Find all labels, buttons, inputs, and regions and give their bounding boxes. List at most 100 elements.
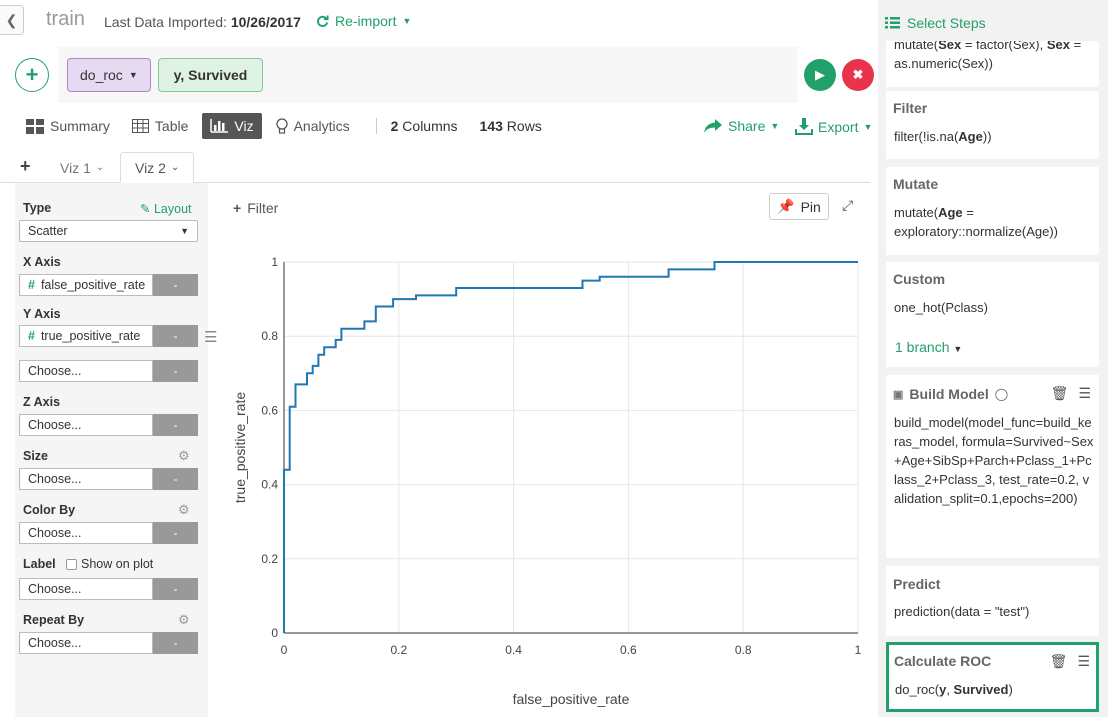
label-label: Label xyxy=(23,557,56,571)
step-card-filter[interactable]: Filter filter(!is.na(Age)) xyxy=(886,91,1099,159)
share-button[interactable]: Share ▼ xyxy=(703,118,779,134)
y-axis-field[interactable]: # true_positive_rate - xyxy=(19,325,198,347)
last-imported: Last Data Imported: 10/26/2017 xyxy=(104,14,301,30)
color-by-options-button[interactable]: - xyxy=(153,522,198,544)
step-card-calculate-roc[interactable]: Calculate ROC 🗑 ☰ do_roc(y, Survived) xyxy=(886,642,1099,712)
add-viz-button[interactable]: + xyxy=(20,156,31,177)
x-axis-field[interactable]: # false_positive_rate - xyxy=(19,274,198,296)
chevron-down-icon: ⌄ xyxy=(170,162,180,173)
back-button[interactable]: ❮ xyxy=(0,5,24,35)
color-by-field[interactable]: Choose... - xyxy=(19,522,198,544)
repeat-by-label: Repeat By xyxy=(23,613,85,627)
run-button[interactable]: ▶ xyxy=(804,59,836,91)
step-title: Mutate xyxy=(893,176,939,192)
menu-icon[interactable]: ☰ xyxy=(1077,653,1090,669)
y-axis-options-button[interactable]: - xyxy=(153,325,198,347)
tab-summary[interactable]: Summary xyxy=(18,113,118,139)
pin-button[interactable]: 📌 Pin xyxy=(769,193,829,220)
comment-icon[interactable]: ◯ xyxy=(994,387,1009,401)
x-axis-label: X Axis xyxy=(23,255,61,269)
branch-button[interactable]: 1 branch ▼ xyxy=(895,339,963,355)
trash-icon[interactable]: 🗑 xyxy=(1050,385,1069,401)
viz-tab-bar xyxy=(0,150,870,183)
rows-count: 143 Rows xyxy=(479,118,542,134)
checkbox[interactable] xyxy=(66,558,77,570)
plus-icon: + xyxy=(233,200,242,216)
viz-settings-panel xyxy=(15,183,208,717)
repeat-by-field[interactable]: Choose... - xyxy=(19,632,198,654)
expand-icon[interactable]: ⤢ xyxy=(842,197,854,213)
tab-viz-1[interactable]: Viz 1 ⌄ xyxy=(60,159,105,176)
tab-viz-2[interactable]: Viz 2 ⌄ xyxy=(120,152,195,183)
lightbulb-icon xyxy=(275,118,288,134)
step-card-mutate-sex[interactable]: mutate(Sex = factor(Sex), Sex = as.numer… xyxy=(886,41,1099,87)
step-actions: 🗑 ☰ xyxy=(1050,653,1090,670)
tab-viz[interactable]: Viz xyxy=(202,113,262,139)
imported-date: 10/26/2017 xyxy=(230,14,301,30)
step-card-build-model[interactable]: ▣ Build Model ◯ 🗑 ☰ build_model(model_fu… xyxy=(886,375,1099,558)
y-tick-label: 0.8 xyxy=(261,329,278,343)
download-icon xyxy=(795,118,813,135)
close-icon: ✖ xyxy=(852,67,864,82)
layout-button[interactable]: ✎ Layout xyxy=(140,202,192,216)
step-card-mutate-age[interactable]: Mutate mutate(Age = exploratory::normali… xyxy=(886,167,1099,255)
caret-down-icon: ▼ xyxy=(402,16,412,26)
trash-icon[interactable]: 🗑 xyxy=(1049,653,1068,669)
chevron-down-icon: ⌄ xyxy=(95,162,105,173)
step-card-custom[interactable]: Custom one_hot(Pclass) 1 branch ▼ xyxy=(886,262,1099,367)
caret-down-icon: ▼ xyxy=(953,344,963,354)
x-tick-label: 1 xyxy=(855,643,862,657)
show-on-plot-checkbox[interactable]: Show on plot xyxy=(66,557,153,571)
reimport-button[interactable]: Re-import ▼ xyxy=(316,13,411,29)
pencil-icon: ✎ xyxy=(140,202,151,216)
tab-table[interactable]: Table xyxy=(124,113,196,139)
cancel-button[interactable]: ✖ xyxy=(842,59,874,91)
x-tick-label: 0.4 xyxy=(505,643,522,657)
y-tick-label: 1 xyxy=(271,255,278,269)
tab-analytics[interactable]: Analytics xyxy=(268,113,358,139)
menu-icon[interactable]: ☰ xyxy=(1078,385,1091,401)
x-axis-options-button[interactable]: - xyxy=(153,274,198,296)
y-axis-field-2[interactable]: Choose... - xyxy=(19,360,198,382)
plus-icon: + xyxy=(20,156,31,176)
view-tabs: Summary Table Viz Analytics 2 Columns 14… xyxy=(18,112,564,140)
step-card-predict[interactable]: Predict prediction(data = "test") xyxy=(886,566,1099,636)
command-args-pill[interactable]: y, Survived xyxy=(158,58,263,92)
command-function-pill[interactable]: do_roc ▼ xyxy=(67,58,151,92)
caret-down-icon: ▼ xyxy=(863,121,873,132)
z-axis-options-button[interactable]: - xyxy=(153,414,198,436)
refresh-icon xyxy=(317,14,329,27)
caret-down-icon: ▼ xyxy=(180,226,189,236)
size-field[interactable]: Choose... - xyxy=(19,468,198,490)
x-tick-label: 0.6 xyxy=(620,643,637,657)
gear-icon[interactable]: ⚙ xyxy=(178,612,190,627)
chart-grid xyxy=(283,261,859,634)
z-axis-field[interactable]: Choose... - xyxy=(19,414,198,436)
step-code: one_hot(Pclass) xyxy=(894,300,988,315)
add-step-button[interactable]: + xyxy=(15,58,49,92)
x-tick-labels: 0 0.2 0.4 0.6 0.8 1 xyxy=(281,643,862,657)
label-options-button[interactable]: - xyxy=(153,578,198,600)
select-steps-button[interactable]: Select Steps xyxy=(885,15,986,31)
gear-icon[interactable]: ⚙ xyxy=(178,502,190,517)
size-options-button[interactable]: - xyxy=(153,468,198,490)
color-by-label: Color By xyxy=(23,503,76,517)
list-icon xyxy=(885,17,900,29)
roc-curve xyxy=(283,261,858,633)
y-axis-title: true_positive_rate xyxy=(232,392,248,504)
chart-type-select[interactable]: Scatter ▼ xyxy=(19,220,198,242)
filter-button[interactable]: + Filter xyxy=(233,200,279,216)
y-tick-label: 0 xyxy=(271,626,278,640)
x-tick-label: 0.2 xyxy=(390,643,407,657)
menu-icon[interactable]: ☰ xyxy=(204,329,218,346)
export-button[interactable]: Export ▼ xyxy=(795,118,872,135)
x-axis-title: false_positive_rate xyxy=(513,691,630,707)
gear-icon[interactable]: ⚙ xyxy=(178,448,190,463)
label-field[interactable]: Choose... - xyxy=(19,578,198,600)
bar-chart-icon xyxy=(210,119,229,133)
page-title: train xyxy=(46,8,85,30)
y-axis-2-options-button[interactable]: - xyxy=(153,360,198,382)
step-code: prediction(data = "test") xyxy=(894,604,1030,619)
repeat-by-options-button[interactable]: - xyxy=(153,632,198,654)
size-label: Size xyxy=(23,449,49,463)
